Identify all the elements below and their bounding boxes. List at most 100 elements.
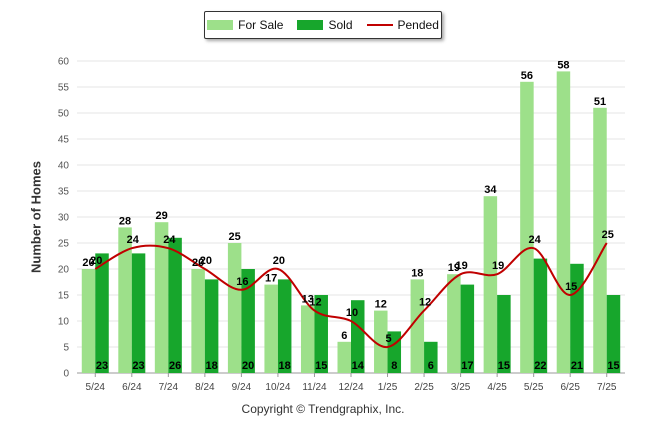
bar-for-sale — [191, 269, 205, 373]
sold-value-label: 8 — [391, 360, 397, 372]
copyright-text: Copyright © Trendgraphix, Inc. — [241, 402, 405, 416]
legend-for-sale-label: For Sale — [238, 18, 284, 32]
sold-value-label: 6 — [428, 360, 434, 372]
sold-value-label: 15 — [607, 360, 619, 372]
x-tick-label: 6/24 — [122, 382, 142, 393]
bar-for-sale — [81, 269, 96, 373]
y-tick-label: 20 — [58, 265, 70, 276]
bar-for-sale — [118, 227, 132, 373]
for-sale-value-label: 58 — [557, 59, 569, 71]
legend-pended-label: Pended — [397, 18, 439, 32]
bar-sold — [241, 269, 255, 373]
bar-for-sale — [337, 341, 351, 373]
pended-value-label: 15 — [565, 281, 577, 293]
bar-for-sale — [593, 107, 607, 374]
for-sale-value-label: 25 — [229, 231, 241, 243]
for-sale-value-label: 29 — [155, 210, 167, 222]
y-tick-label: 35 — [58, 187, 70, 198]
for-sale-value-label: 56 — [521, 70, 533, 82]
x-tick-label: 4/25 — [487, 382, 507, 393]
y-axis-label: Number of Homes — [28, 161, 44, 273]
sold-value-label: 18 — [279, 360, 291, 372]
x-tick-label: 3/25 — [451, 382, 471, 393]
sold-value-label: 23 — [132, 360, 144, 372]
sold-value-label: 21 — [571, 360, 583, 372]
for-sale-value-label: 20 — [82, 257, 94, 269]
y-tick-label: 50 — [58, 109, 70, 120]
bar-sold — [497, 295, 511, 373]
y-tick-label: 25 — [58, 239, 70, 250]
x-tick-label: 5/25 — [524, 382, 544, 393]
for-sale-value-label: 28 — [119, 215, 131, 227]
y-tick-label: 60 — [58, 57, 70, 68]
y-tick-label: 15 — [58, 291, 70, 302]
bar-sold — [570, 263, 584, 373]
y-axis-ticks: 0 5 10 15 20 25 30 35 40 45 50 55 60 — [58, 57, 70, 380]
for-sale-swatch — [207, 20, 234, 30]
for-sale-value-label: 34 — [484, 184, 497, 196]
bar-for-sale — [154, 222, 169, 373]
for-sale-value-label: 20 — [192, 257, 204, 269]
for-sale-value-label: 13 — [302, 293, 314, 305]
pended-value-label: 20 — [273, 255, 285, 267]
pended-value-label: 24 — [127, 234, 140, 246]
pended-swatch — [366, 24, 393, 26]
bar-for-sale — [556, 71, 571, 374]
bar-sold — [168, 237, 182, 373]
for-sale-value-label: 17 — [265, 273, 277, 285]
x-tick-label: 7/24 — [159, 382, 179, 393]
x-tick-label: 11/24 — [302, 382, 327, 393]
y-tick-label: 55 — [58, 83, 70, 94]
x-tick-label: 7/25 — [597, 382, 617, 393]
bar-sold — [424, 341, 438, 373]
for-sale-value-label: 18 — [411, 267, 423, 279]
sold-value-label: 15 — [315, 360, 327, 372]
pended-value-label: 12 — [309, 297, 321, 309]
pended-value-label: 24 — [529, 234, 542, 246]
pended-value-label: 16 — [236, 276, 248, 288]
bar-for-sale — [374, 310, 388, 373]
y-tick-label: 40 — [58, 161, 70, 172]
pended-value-label: 19 — [455, 260, 467, 272]
pended-value-label: 25 — [602, 229, 614, 241]
bar-sold — [460, 284, 475, 373]
bar-for-sale — [227, 243, 242, 373]
x-tick-label: 8/24 — [195, 382, 215, 393]
bar-sold — [204, 279, 219, 373]
bar-sold — [131, 253, 146, 373]
x-tick-label: 5/24 — [86, 382, 106, 393]
bar-for-sale — [520, 81, 534, 374]
legend-item-sold: Sold — [297, 18, 353, 32]
pended-value-label: 10 — [346, 307, 358, 319]
sold-swatch — [297, 20, 324, 30]
for-sale-value-label: 12 — [375, 299, 387, 311]
pended-value-label: 24 — [163, 234, 176, 246]
sold-value-label: 17 — [461, 360, 473, 372]
sold-value-label: 26 — [169, 360, 181, 372]
pended-value-label: 20 — [200, 255, 212, 267]
pended-value-label: 19 — [492, 260, 504, 272]
bar-sold — [533, 258, 548, 373]
y-tick-label: 45 — [58, 135, 70, 146]
sold-value-label: 20 — [242, 360, 254, 372]
legend-item-for-sale: For Sale — [207, 18, 283, 32]
bar-for-sale — [483, 196, 498, 373]
x-tick-label: 2/25 — [414, 382, 434, 393]
x-tick-label: 1/25 — [378, 382, 398, 393]
bar-for-sale — [447, 274, 461, 373]
bar-sold — [277, 279, 292, 373]
pended-value-label: 20 — [90, 255, 102, 267]
legend-sold-label: Sold — [328, 18, 353, 32]
x-tick-label: 6/25 — [560, 382, 580, 393]
data-labels-layer: 20 23 20 28 23 24 29 26 24 20 18 20 25 20 16 17 18 20 13 15… — [82, 59, 619, 372]
sold-value-label: 23 — [96, 360, 108, 372]
x-tick-label: 10/24 — [265, 382, 290, 393]
bar-for-sale — [300, 305, 315, 373]
y-tick-label: 10 — [58, 317, 70, 328]
pended-line-layer — [94, 242, 608, 349]
x-tick-label: 12/24 — [338, 382, 363, 393]
legend: For Sale Sold Pended — [204, 11, 442, 39]
y-tick-label: 30 — [58, 213, 70, 224]
pended-value-label: 12 — [419, 297, 431, 309]
bar-sold — [606, 295, 621, 373]
